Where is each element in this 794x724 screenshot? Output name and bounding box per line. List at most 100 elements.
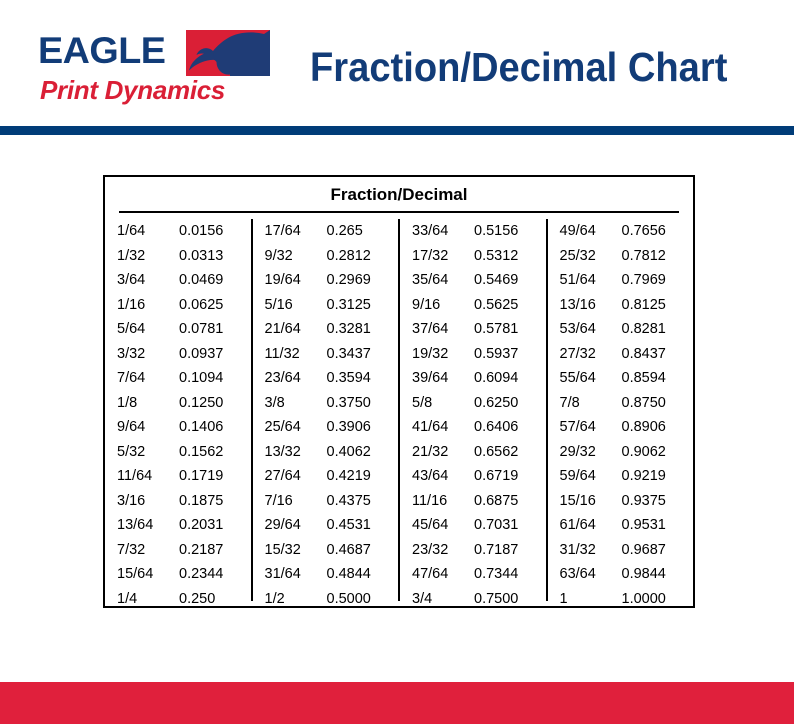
table-column-4: 49/64 0.7656 25/32 0.7812 51/64 0.7969 13/16 0.… (545, 219, 694, 607)
footer-band (0, 682, 794, 724)
table-column-1: 1/64 0.0156 1/32 0.0313 3/64 0.0469 1/16 0.0625… (105, 219, 251, 607)
table-row: 55/64 0.8594 (560, 366, 694, 391)
table-row: 21/32 0.6562 (412, 440, 546, 465)
decimal-cell: 0.4687 (326, 541, 371, 558)
fraction-cell: 53/64 (559, 321, 596, 337)
table-row: 13/64 0.2031 (117, 513, 251, 538)
decimal-cell: 0.0625 (179, 296, 224, 313)
decimal-cell: 0.8437 (621, 345, 666, 362)
table-row: 7/32 0.2187 (117, 538, 251, 563)
fraction-cell: 3/32 (117, 345, 146, 362)
decimal-cell: 0.1406 (179, 419, 224, 435)
table-row: 53/64 0.8281 (560, 317, 694, 342)
table-row: 27/32 0.8437 (560, 342, 694, 367)
table-row: 57/64 0.8906 (560, 415, 694, 440)
fraction-cell: 1/8 (117, 394, 138, 411)
table-row: 5/32 0.1562 (117, 440, 251, 465)
fraction-cell: 7/64 (117, 370, 146, 386)
fraction-cell: 13/16 (559, 296, 596, 313)
fraction-cell: 37/64 (412, 321, 449, 337)
decimal-cell: 0.3125 (326, 296, 371, 313)
table-row: 15/32 0.4687 (265, 538, 399, 563)
table-row: 1/16 0.0625 (117, 293, 251, 318)
decimal-cell: 0.7500 (474, 590, 519, 607)
decimal-cell: 0.8906 (621, 419, 666, 435)
decimal-cell: 0.8750 (621, 394, 666, 411)
decimal-cell: 0.6250 (474, 394, 519, 411)
decimal-cell: 0.7187 (474, 541, 519, 558)
table-row: 29/64 0.4531 (265, 513, 399, 538)
table-row: 5/16 0.3125 (265, 293, 399, 318)
decimal-cell: 0.0781 (179, 321, 224, 337)
fraction-cell: 57/64 (559, 419, 596, 435)
decimal-cell: 0.6875 (474, 492, 519, 509)
fraction-cell: 7/32 (117, 541, 146, 558)
fraction-cell: 1/16 (117, 296, 146, 313)
decimal-cell: 0.5312 (474, 247, 519, 264)
table-row: 21/64 0.3281 (265, 317, 399, 342)
fraction-cell: 43/64 (412, 468, 449, 484)
fraction-cell: 41/64 (412, 419, 449, 435)
fraction-cell: 19/32 (412, 345, 449, 362)
table-row: 27/64 0.4219 (265, 464, 399, 489)
fraction-cell: 29/64 (264, 517, 301, 533)
table-row: 15/16 0.9375 (560, 489, 694, 514)
decimal-cell: 0.4219 (326, 468, 371, 484)
decimal-cell: 0.1875 (179, 492, 224, 509)
table-row: 1/32 0.0313 (117, 244, 251, 269)
table-row: 17/64 0.265 (265, 219, 399, 244)
table-row: 3/16 0.1875 (117, 489, 251, 514)
fraction-cell: 5/64 (117, 321, 146, 337)
fraction-cell: 55/64 (559, 370, 596, 386)
table-row: 3/32 0.0937 (117, 342, 251, 367)
fraction-cell: 17/32 (412, 247, 449, 264)
table-row: 23/64 0.3594 (265, 366, 399, 391)
fraction-cell: 7/8 (559, 394, 580, 411)
decimal-cell: 0.6719 (474, 468, 519, 484)
fraction-cell: 3/16 (117, 492, 146, 509)
fraction-cell: 31/64 (264, 566, 301, 582)
decimal-cell: 0.1562 (179, 443, 224, 460)
header-divider (0, 126, 794, 135)
decimal-cell: 0.8125 (621, 296, 666, 313)
fraction-cell: 1/32 (117, 247, 146, 264)
fraction-cell: 45/64 (412, 517, 449, 533)
table-title-divider (119, 211, 679, 213)
decimal-cell: 0.3906 (326, 419, 371, 435)
table-row: 11/16 0.6875 (412, 489, 546, 514)
decimal-cell: 0.7812 (621, 247, 666, 264)
table-row: 51/64 0.7969 (560, 268, 694, 293)
table-row: 5/8 0.6250 (412, 391, 546, 416)
fraction-cell: 35/64 (412, 272, 449, 288)
page-header: EAGLE Print Dynamics Fraction/Decimal Ch… (0, 0, 794, 126)
table-body: 1/64 0.0156 1/32 0.0313 3/64 0.0469 1/16 0.0625… (105, 213, 694, 607)
decimal-cell: 0.3437 (326, 345, 371, 362)
decimal-cell: 0.1719 (179, 468, 224, 484)
table-row: 11/32 0.3437 (265, 342, 399, 367)
fraction-cell: 17/64 (264, 223, 301, 239)
decimal-cell: 0.9844 (621, 566, 666, 582)
fraction-cell: 5/8 (412, 394, 433, 411)
fraction-cell: 3/4 (412, 590, 433, 607)
fraction-cell: 49/64 (559, 223, 596, 239)
table-title: Fraction/Decimal (330, 185, 468, 204)
fraction-cell: 9/32 (264, 247, 293, 264)
decimal-cell: 0.1094 (179, 370, 224, 386)
table-row: 49/64 0.7656 (560, 219, 694, 244)
table-row: 13/16 0.8125 (560, 293, 694, 318)
table-row: 37/64 0.5781 (412, 317, 546, 342)
table-row: 35/64 0.5469 (412, 268, 546, 293)
decimal-cell: 0.5469 (474, 272, 519, 288)
fraction-cell: 3/8 (264, 394, 285, 411)
table-row: 19/64 0.2969 (265, 268, 399, 293)
decimal-cell: 0.3594 (326, 370, 371, 386)
decimal-cell: 0.2812 (326, 247, 371, 264)
table-row: 59/64 0.9219 (560, 464, 694, 489)
decimal-cell: 0.0313 (179, 247, 224, 264)
decimal-cell: 0.9531 (621, 517, 666, 533)
decimal-cell: 0.9687 (621, 541, 666, 558)
brand-tagline: Print Dynamics (40, 75, 226, 105)
decimal-cell: 0.9062 (621, 443, 666, 460)
fraction-cell: 1/4 (117, 590, 138, 607)
table-row: 3/8 0.3750 (265, 391, 399, 416)
